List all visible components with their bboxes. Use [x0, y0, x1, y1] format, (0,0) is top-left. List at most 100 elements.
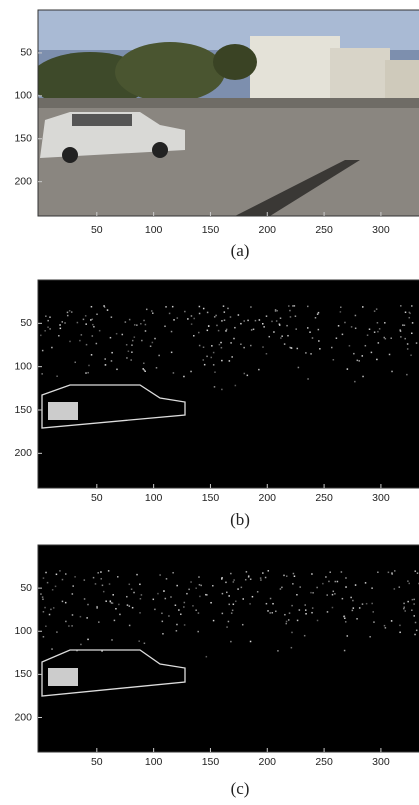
speck [271, 612, 274, 614]
speck [240, 343, 242, 346]
speck [106, 309, 109, 311]
speck [107, 570, 110, 572]
speck [404, 337, 406, 340]
speck [278, 324, 281, 326]
speck [378, 328, 381, 330]
speck [115, 607, 117, 610]
speck [214, 371, 216, 373]
speck [112, 594, 114, 596]
speck [291, 604, 293, 607]
speck [74, 361, 76, 364]
speck [245, 571, 248, 573]
speck [90, 354, 93, 356]
x-tick-label: 200 [259, 756, 277, 768]
speck [354, 380, 356, 383]
speck [45, 625, 47, 627]
speck [317, 311, 320, 314]
speck [232, 603, 235, 606]
speck [142, 368, 144, 370]
speck [332, 359, 335, 361]
speck [403, 324, 406, 326]
speck [296, 593, 298, 596]
speck [247, 319, 249, 322]
speck [278, 323, 281, 325]
speck [115, 332, 118, 335]
speck [205, 593, 207, 596]
speck [212, 351, 215, 354]
speck [285, 620, 288, 623]
speck [289, 346, 291, 349]
speck [256, 591, 259, 593]
speck [240, 322, 242, 325]
speck [272, 602, 274, 605]
speck [275, 610, 277, 613]
speck [87, 638, 89, 641]
speck [400, 336, 402, 338]
speck [231, 609, 234, 612]
speck [50, 608, 52, 611]
speck [202, 307, 205, 310]
speck [66, 311, 69, 314]
speck [183, 601, 186, 604]
speck [64, 601, 67, 604]
speck [68, 625, 70, 627]
speck [190, 370, 192, 373]
speck [362, 306, 364, 308]
speck [136, 324, 138, 326]
x-tick-label: 50 [91, 492, 103, 504]
speck [41, 349, 44, 352]
speck [143, 319, 145, 322]
speck [178, 609, 180, 611]
speck [49, 316, 51, 318]
speck [242, 598, 244, 600]
x-tick-label: 100 [145, 492, 163, 504]
speck [309, 331, 311, 333]
speck [254, 319, 257, 322]
speck [391, 572, 393, 574]
speck [151, 310, 153, 312]
y-tick-label: 50 [20, 317, 32, 329]
speck [226, 626, 228, 628]
speck [411, 332, 413, 335]
speck [100, 571, 102, 573]
speck [292, 583, 294, 585]
speck [265, 353, 268, 355]
speck [228, 360, 231, 362]
x-tick-label: 300 [372, 756, 390, 768]
speck [164, 597, 167, 600]
speck [183, 606, 185, 608]
speck [411, 305, 413, 307]
speck [243, 320, 245, 322]
speck [283, 574, 285, 577]
speck [66, 314, 69, 317]
speck [343, 649, 346, 652]
speck [413, 615, 415, 617]
speck [258, 368, 260, 371]
speck [128, 624, 131, 627]
speck [383, 624, 386, 627]
speck [47, 319, 49, 322]
speck [198, 305, 201, 308]
speck [305, 609, 307, 611]
speck [413, 598, 415, 601]
y-tick-label: 100 [14, 90, 32, 102]
speck [49, 328, 51, 330]
speck [411, 322, 414, 324]
speck [190, 581, 192, 583]
speck [212, 584, 214, 587]
speck [144, 323, 147, 326]
speck [311, 607, 314, 609]
speck [71, 614, 74, 616]
speck [289, 309, 291, 312]
speck [231, 356, 233, 358]
speck [228, 595, 230, 597]
speck [292, 305, 294, 307]
speck [267, 610, 269, 612]
speck [215, 314, 217, 317]
speck [157, 592, 159, 595]
speck [391, 573, 393, 575]
speck [237, 588, 239, 590]
speck [183, 624, 186, 626]
speck [377, 571, 379, 574]
